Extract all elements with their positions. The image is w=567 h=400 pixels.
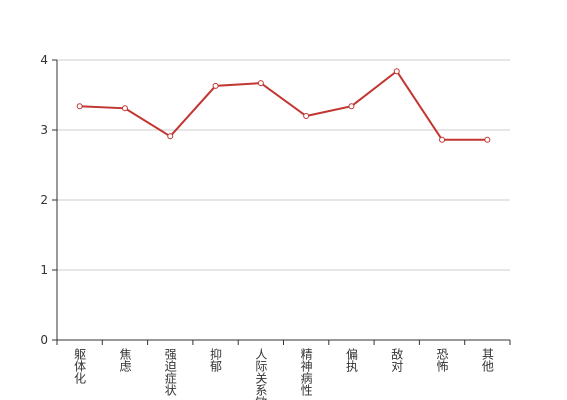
data-point — [393, 68, 400, 75]
data-point — [348, 103, 355, 110]
data-point — [167, 133, 174, 140]
data-point — [303, 113, 310, 119]
x-tick-label: 强迫症状 — [163, 348, 177, 396]
y-tick-label: 0 — [40, 333, 48, 347]
y-tick-label: 4 — [40, 53, 48, 67]
x-tick-label: 其他 — [480, 348, 494, 372]
x-tick-label: 躯体化 — [73, 347, 87, 385]
data-point — [212, 82, 219, 89]
x-tick-label: 恐怖 — [435, 348, 449, 372]
data-point — [121, 105, 128, 112]
data-point — [484, 136, 491, 143]
data-point — [76, 103, 83, 110]
x-tick-label: 精神病性 — [299, 348, 313, 397]
data-point — [257, 80, 264, 87]
data-point — [439, 136, 446, 143]
y-tick-label: 3 — [40, 123, 48, 137]
y-tick-label: 2 — [40, 193, 48, 207]
y-tick-label: 1 — [40, 263, 48, 277]
x-tick-label: 偏执 — [344, 347, 358, 373]
x-tick-label: 人际关系敏感 — [254, 348, 268, 400]
x-tick-label: 敌对 — [390, 347, 404, 372]
series-line — [79, 69, 488, 141]
x-tick-label: 抑郁 — [209, 347, 223, 373]
x-tick-label: 焦虑 — [118, 348, 132, 372]
